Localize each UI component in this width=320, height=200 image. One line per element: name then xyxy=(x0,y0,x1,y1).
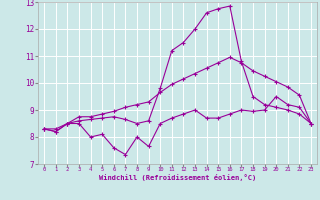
X-axis label: Windchill (Refroidissement éolien,°C): Windchill (Refroidissement éolien,°C) xyxy=(99,174,256,181)
